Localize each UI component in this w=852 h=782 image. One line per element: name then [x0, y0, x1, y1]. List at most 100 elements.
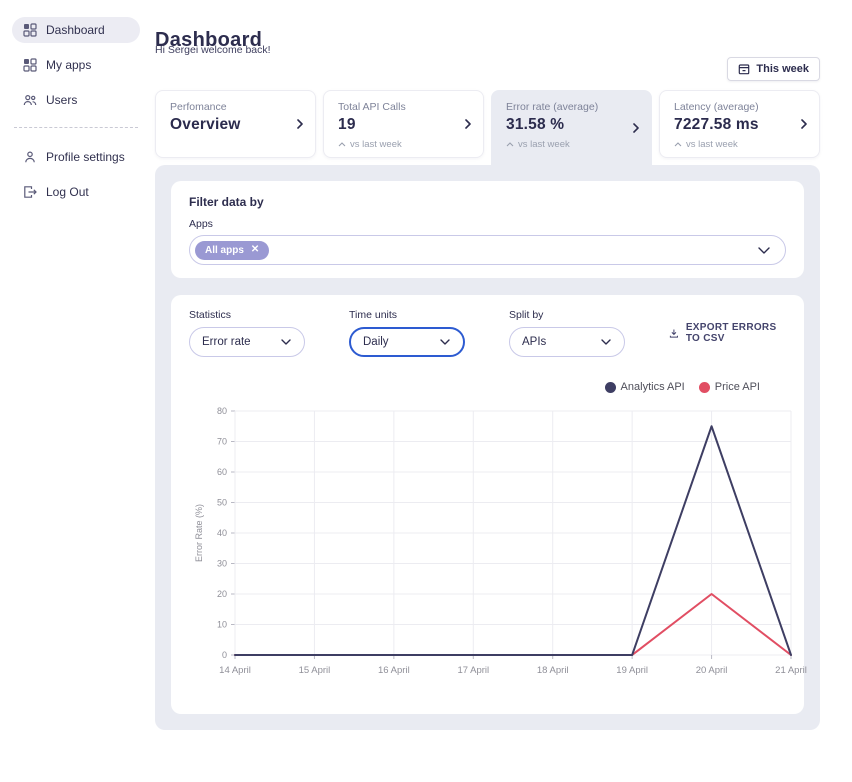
stat-card-value: 31.58 % [506, 116, 627, 134]
filter-card: Filter data by Apps All apps ✕ [171, 181, 804, 278]
apps-chip-label: All apps [205, 245, 244, 256]
time-units-value: Daily [363, 336, 389, 348]
period-selector-button[interactable]: This week [727, 57, 820, 81]
svg-text:16 April: 16 April [378, 665, 410, 676]
period-selector-label: This week [756, 63, 809, 75]
stat-cards-row: Perfomance Overview Total API Calls 19 v… [155, 90, 820, 165]
legend-dot [605, 382, 616, 393]
export-csv-button[interactable]: EXPORT ERRORS TO CSV [669, 322, 786, 344]
svg-text:19 April: 19 April [616, 665, 648, 676]
legend-label: Price API [715, 381, 760, 393]
apps-label: Apps [189, 218, 786, 230]
sidebar-item-profile-settings[interactable]: Profile settings [12, 144, 140, 170]
chevron-down-icon [600, 338, 612, 346]
dashboard-page: Dashboard My apps Users [0, 0, 852, 782]
sidebar-item-dashboard[interactable]: Dashboard [12, 17, 140, 43]
split-by-label: Split by [509, 309, 625, 321]
time-units-control: Time units Daily [349, 309, 465, 357]
time-units-label: Time units [349, 309, 465, 321]
split-by-control: Split by APIs [509, 309, 625, 357]
stat-card-label: Total API Calls [338, 101, 459, 113]
statistics-value: Error rate [202, 336, 251, 348]
split-by-select[interactable]: APIs [509, 327, 625, 357]
statistics-control: Statistics Error rate [189, 309, 305, 357]
download-icon [669, 327, 679, 340]
grid-icon [23, 23, 37, 37]
svg-text:14 April: 14 April [219, 665, 251, 676]
sidebar-divider [14, 127, 138, 128]
stat-card-value: 19 [338, 116, 459, 134]
chevron-right-icon[interactable] [296, 118, 304, 130]
svg-text:17 April: 17 April [457, 665, 489, 676]
stat-card-label: Perfomance [170, 101, 291, 113]
sidebar-item-label: Users [46, 93, 77, 107]
calendar-icon [738, 63, 750, 75]
svg-text:40: 40 [217, 528, 227, 538]
stat-card-trend: vs last week [674, 139, 795, 150]
svg-text:30: 30 [217, 559, 227, 569]
legend-item[interactable]: Analytics API [605, 381, 685, 393]
stat-card-trend: vs last week [338, 139, 459, 150]
stat-card-value: Overview [170, 116, 291, 134]
export-csv-label: EXPORT ERRORS TO CSV [686, 322, 786, 344]
svg-text:20 April: 20 April [696, 665, 728, 676]
svg-text:Error Rate (%): Error Rate (%) [194, 504, 204, 562]
chart-legend: Analytics API Price API [189, 381, 760, 393]
users-icon [23, 93, 37, 107]
filter-heading: Filter data by [189, 195, 786, 209]
legend-item[interactable]: Price API [699, 381, 760, 393]
sidebar-item-label: Dashboard [46, 23, 105, 37]
svg-text:0: 0 [222, 650, 227, 660]
sidebar-item-my-apps[interactable]: My apps [12, 52, 140, 78]
caret-up-icon [506, 142, 514, 147]
stat-card-latency[interactable]: Latency (average) 7227.58 ms vs last wee… [659, 90, 820, 158]
stat-card-error-rate[interactable]: Error rate (average) 31.58 % vs last wee… [491, 90, 652, 165]
logout-icon [23, 185, 37, 199]
chevron-right-icon[interactable] [800, 118, 808, 130]
svg-text:10: 10 [217, 620, 227, 630]
greeting-text: Hi Sergei welcome back! [155, 44, 271, 56]
statistics-card: Statistics Error rate Time units Daily [171, 295, 804, 714]
content-panel: Filter data by Apps All apps ✕ Statistic… [155, 165, 820, 730]
caret-up-icon [674, 142, 682, 147]
person-icon [23, 150, 37, 164]
sidebar-item-users[interactable]: Users [12, 87, 140, 113]
chevron-right-icon[interactable] [464, 118, 472, 130]
chevron-down-icon [757, 246, 771, 255]
chip-remove-icon[interactable]: ✕ [251, 245, 259, 255]
statistics-select[interactable]: Error rate [189, 327, 305, 357]
svg-text:60: 60 [217, 467, 227, 477]
sidebar: Dashboard My apps Users [0, 0, 152, 782]
apps-chip[interactable]: All apps ✕ [195, 241, 269, 260]
error-rate-chart: 0 10 20 30 40 50 60 70 80 14 April 15 April 16 Apri… [191, 397, 821, 697]
svg-text:50: 50 [217, 498, 227, 508]
svg-text:70: 70 [217, 437, 227, 447]
stat-card-performance[interactable]: Perfomance Overview [155, 90, 316, 158]
grid-icon [23, 58, 37, 72]
svg-text:21 April: 21 April [775, 665, 807, 676]
svg-text:15 April: 15 April [299, 665, 331, 676]
legend-dot [699, 382, 710, 393]
chevron-down-icon [439, 338, 451, 346]
statistics-label: Statistics [189, 309, 305, 321]
split-by-value: APIs [522, 336, 546, 348]
chevron-right-icon[interactable] [632, 122, 640, 134]
legend-label: Analytics API [621, 381, 685, 393]
sidebar-item-label: Profile settings [46, 150, 125, 164]
stat-card-trend: vs last week [506, 139, 627, 150]
time-units-select[interactable]: Daily [349, 327, 465, 357]
apps-select[interactable]: All apps ✕ [189, 235, 786, 265]
stat-card-label: Latency (average) [674, 101, 795, 113]
chart-controls: Statistics Error rate Time units Daily [189, 309, 786, 357]
svg-text:80: 80 [217, 406, 227, 416]
svg-text:18 April: 18 April [537, 665, 569, 676]
chevron-down-icon [280, 338, 292, 346]
sidebar-item-label: My apps [46, 58, 91, 72]
svg-text:20: 20 [217, 589, 227, 599]
sidebar-item-label: Log Out [46, 185, 89, 199]
sidebar-item-log-out[interactable]: Log Out [12, 179, 140, 205]
caret-up-icon [338, 142, 346, 147]
stat-card-value: 7227.58 ms [674, 116, 795, 134]
stat-card-label: Error rate (average) [506, 101, 627, 113]
stat-card-total-api-calls[interactable]: Total API Calls 19 vs last week [323, 90, 484, 158]
